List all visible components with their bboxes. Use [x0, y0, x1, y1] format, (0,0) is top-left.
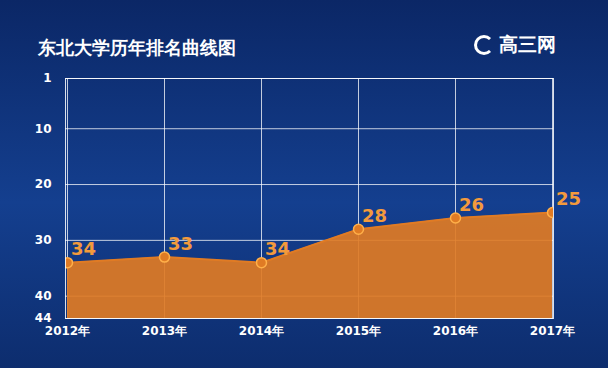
svg-text:20: 20 [35, 177, 52, 191]
svg-text:34: 34 [71, 238, 96, 259]
svg-text:2012年: 2012年 [45, 324, 90, 338]
svg-text:2017年: 2017年 [530, 324, 575, 338]
svg-text:30: 30 [35, 233, 52, 247]
svg-text:25: 25 [556, 188, 581, 209]
svg-text:2013年: 2013年 [142, 324, 187, 338]
svg-text:44: 44 [34, 311, 52, 326]
svg-text:2015年: 2015年 [336, 324, 381, 338]
svg-text:26: 26 [459, 194, 484, 215]
svg-text:34: 34 [265, 238, 290, 259]
svg-text:40: 40 [35, 289, 52, 303]
svg-text:10: 10 [35, 122, 52, 136]
html-text:东北大学历年排名曲线图: 东北大学历年排名曲线图 [38, 37, 236, 58]
svg-text:2014年: 2014年 [239, 324, 284, 338]
svg-text:33: 33 [168, 233, 193, 254]
svg-text:2016年: 2016年 [433, 324, 478, 338]
svg-text:28: 28 [362, 205, 387, 226]
html-text:高三网: 高三网 [499, 33, 556, 55]
svg-text:1: 1 [43, 71, 51, 85]
